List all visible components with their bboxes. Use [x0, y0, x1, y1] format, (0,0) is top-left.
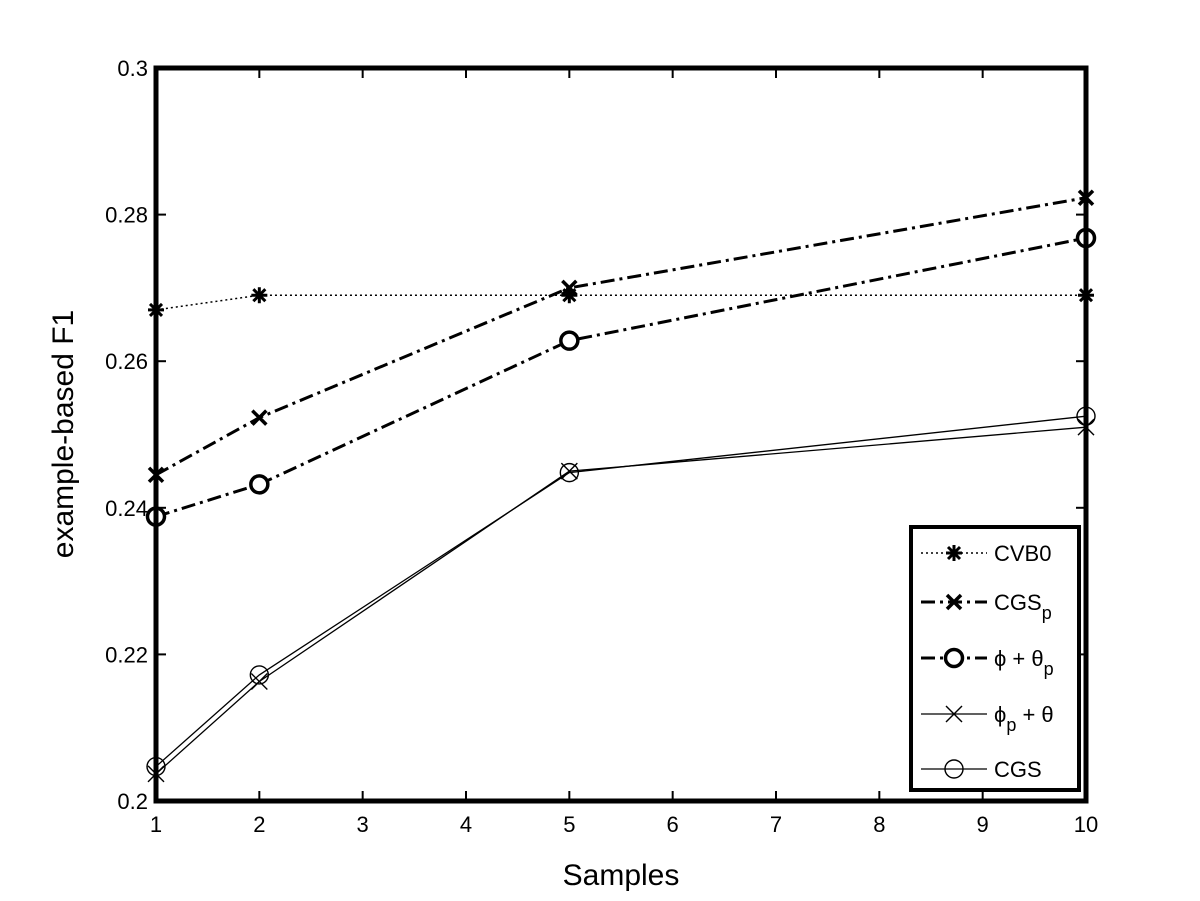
data-point-cgs: [559, 462, 580, 483]
x-tick-label: 2: [253, 812, 265, 837]
legend-swatch-marker: [946, 545, 962, 561]
legend-item-cgs: CGS: [921, 757, 1042, 782]
x-tick-label: 5: [563, 812, 575, 837]
data-point-phi-p-theta: [250, 673, 268, 691]
data-point-cgsp: [251, 409, 268, 426]
legend-item-cgsp: CGSp: [921, 590, 1052, 623]
series-line-phi-theta-p: [155, 236, 1087, 519]
data-point-cvb0: [251, 287, 268, 304]
legend-label: ϕ + θp: [994, 646, 1054, 679]
y-tick-label: 0.28: [105, 203, 148, 228]
legend-item-phi-theta-p: ϕ + θp: [921, 646, 1054, 679]
series-line-cgsp: [155, 196, 1087, 477]
y-tick-label: 0.2: [117, 789, 148, 814]
data-point-cgs: [249, 665, 270, 685]
y-tick-label: 0.24: [105, 496, 148, 521]
series-line-phi-p-theta: [155, 426, 1087, 775]
series-line-cgs: [155, 415, 1087, 768]
legend-label: CGS: [994, 757, 1042, 782]
x-tick-label: 6: [667, 812, 679, 837]
x-tick-label: 3: [357, 812, 369, 837]
legend-swatch-marker: [945, 593, 963, 611]
legend-label: CGSp: [994, 590, 1052, 623]
x-tick-label: 10: [1074, 812, 1098, 837]
x-tick-label: 7: [770, 812, 782, 837]
legend-label: ϕp + θ: [994, 702, 1054, 735]
x-tick-label: 9: [977, 812, 989, 837]
y-tick-label: 0.26: [105, 349, 148, 374]
x-tick-label: 4: [460, 812, 472, 837]
series-layer: [145, 189, 1097, 783]
x-tick-label: 8: [873, 812, 885, 837]
legend-swatch-marker: [943, 647, 965, 669]
legend: CVB0 CGSp ϕ + θp ϕp + θ CGS: [909, 525, 1081, 792]
legend-items: CVB0 CGSp ϕ + θp ϕp + θ CGS: [921, 541, 1054, 782]
x-axis-title: Samples: [563, 859, 680, 892]
y-tick-label: 0.22: [105, 642, 148, 667]
legend-item-cvb0: CVB0: [921, 541, 1051, 566]
legend-box: [909, 525, 1081, 792]
legend-label: CVB0: [994, 541, 1051, 566]
plot-frame: [153, 65, 1089, 804]
data-point-phi-theta-p: [559, 330, 580, 351]
legend-swatch-marker: [945, 705, 963, 723]
legend-swatch-marker: [944, 759, 964, 779]
tick-labels-layer: 1 2 3 4 5 6 7 8 9 10 0.2 0.22 0.24 0.26 0.28 0.3: [105, 56, 1098, 837]
x-tick-label: 1: [150, 812, 162, 837]
y-axis-title: example-based F1: [47, 310, 80, 558]
data-point-cgsp: [561, 279, 578, 297]
legend-item-phi-p-theta: ϕp + θ: [921, 702, 1054, 735]
series-cgsp: [147, 189, 1095, 484]
data-point-phi-theta-p: [249, 474, 270, 495]
y-tick-label: 0.3: [117, 56, 148, 81]
